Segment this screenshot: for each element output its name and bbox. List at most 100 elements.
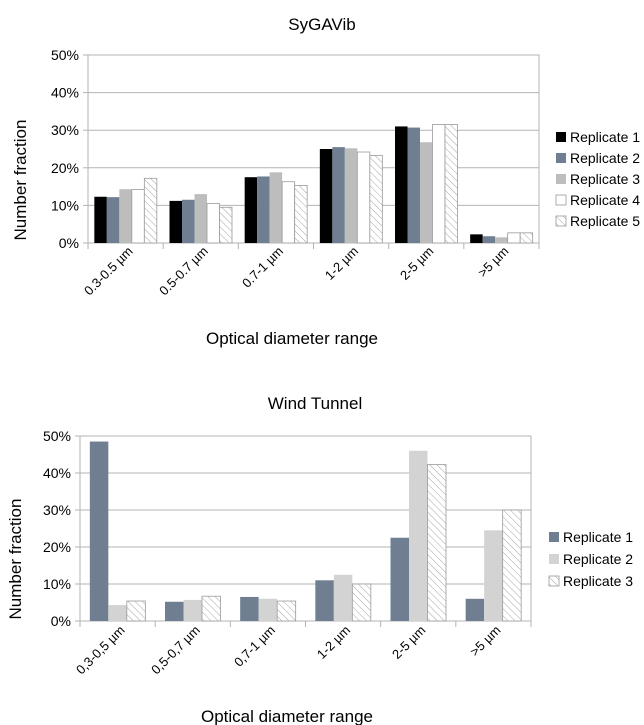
bar bbox=[131, 189, 145, 244]
bar bbox=[281, 181, 296, 244]
y-tick-label: 0% bbox=[59, 235, 79, 251]
legend-label: Replicate 4 bbox=[570, 192, 640, 208]
legend-swatch bbox=[556, 153, 566, 163]
bar bbox=[258, 598, 278, 621]
y-tick-label: 10% bbox=[51, 197, 79, 213]
x-category-label: 0,7-1 µm bbox=[231, 623, 278, 670]
bar bbox=[332, 147, 345, 243]
bar bbox=[319, 149, 333, 243]
x-category-label: 0,5-0,7 µm bbox=[148, 623, 203, 678]
bar bbox=[201, 595, 221, 622]
legend: Replicate 1 Replicate 2 Replicate 3 Replica… bbox=[555, 129, 640, 229]
legend-label: Replicate 3 bbox=[570, 171, 640, 187]
legend-swatch bbox=[548, 575, 560, 587]
bar bbox=[432, 124, 446, 244]
x-category-label: 1-2 µm bbox=[314, 623, 353, 662]
bar bbox=[219, 206, 233, 244]
bar bbox=[119, 189, 132, 243]
legend-label: Replicate 2 bbox=[563, 551, 633, 567]
y-tick-label: 50% bbox=[51, 47, 79, 63]
plot-area bbox=[79, 435, 532, 622]
bar bbox=[519, 232, 534, 244]
sygavib-chart: SyGAVib 0% 10% 20% 30% 40% 50% 0.3-0.5 µm 0.5-0.… bbox=[11, 15, 640, 348]
x-category-label: >5 µm bbox=[475, 244, 512, 281]
bar bbox=[484, 530, 503, 621]
bar bbox=[333, 574, 353, 621]
bar bbox=[257, 176, 270, 243]
legend-swatch bbox=[549, 554, 559, 564]
y-tick-label: 20% bbox=[51, 160, 79, 176]
bar bbox=[108, 605, 127, 621]
bar bbox=[356, 151, 371, 244]
bar bbox=[240, 596, 259, 621]
y-axis-label: Number fraction bbox=[6, 499, 25, 620]
bar bbox=[169, 200, 182, 243]
bar bbox=[143, 177, 158, 244]
y-tick-label: 50% bbox=[43, 428, 71, 444]
x-category-label: 0.3-0.5 µm bbox=[81, 244, 136, 299]
bar bbox=[182, 199, 195, 243]
bar bbox=[507, 232, 521, 244]
y-tick-label: 40% bbox=[51, 85, 79, 101]
bar bbox=[183, 599, 202, 621]
legend-label: Replicate 5 bbox=[570, 213, 640, 229]
bar bbox=[444, 124, 458, 244]
legend-label: Replicate 2 bbox=[570, 150, 640, 166]
bar bbox=[126, 600, 146, 622]
y-axis-label: Number fraction bbox=[11, 120, 30, 241]
bar bbox=[470, 234, 483, 243]
y-tick-label: 30% bbox=[43, 502, 71, 518]
bar bbox=[269, 172, 283, 243]
bar bbox=[165, 601, 184, 621]
bar bbox=[465, 598, 485, 621]
y-tick-label: 30% bbox=[51, 122, 79, 138]
wind-tunnel-chart: Wind Tunnel 0% 10% 20% 30% 40% 50% 0,3-0,5 µm 0,… bbox=[6, 394, 633, 725]
x-category-label: >5 µm bbox=[467, 623, 504, 660]
x-axis-label: Optical diameter range bbox=[201, 707, 373, 725]
legend: Replicate 1 Replicate 2 Replicate 3 bbox=[548, 529, 633, 589]
bar bbox=[315, 580, 334, 621]
bar bbox=[194, 194, 207, 243]
bar bbox=[244, 177, 258, 243]
bar bbox=[94, 196, 107, 243]
bar bbox=[495, 237, 508, 243]
y-tick-label: 40% bbox=[43, 465, 71, 481]
y-tick-label: 10% bbox=[43, 576, 71, 592]
legend-swatch bbox=[556, 174, 566, 184]
legend-swatch bbox=[549, 532, 559, 542]
legend-swatch bbox=[556, 132, 566, 142]
bar bbox=[206, 203, 220, 244]
bar bbox=[482, 236, 496, 243]
bar bbox=[395, 126, 408, 243]
x-category-label: 0,3-0,5 µm bbox=[73, 623, 128, 678]
x-category-label: 1-2 µm bbox=[322, 244, 361, 283]
legend-label: Replicate 1 bbox=[563, 529, 633, 545]
legend-label: Replicate 3 bbox=[563, 573, 633, 589]
chart-title: SyGAVib bbox=[288, 15, 355, 34]
bar bbox=[502, 509, 522, 622]
legend-label: Replicate 1 bbox=[570, 129, 640, 145]
bar bbox=[369, 154, 383, 244]
bar bbox=[409, 450, 428, 621]
bar bbox=[294, 185, 308, 244]
legend-swatch bbox=[555, 215, 567, 227]
x-category-label: 2-5 µm bbox=[397, 244, 436, 283]
bar bbox=[106, 197, 120, 243]
x-category-label: 0.7-1 µm bbox=[239, 244, 286, 291]
x-category-label: 2-5 µm bbox=[389, 623, 428, 662]
x-axis-label: Optical diameter range bbox=[206, 329, 378, 348]
bar bbox=[390, 537, 409, 621]
x-category-label: 0.5-0.7 µm bbox=[156, 244, 211, 299]
bar bbox=[427, 464, 447, 622]
bar bbox=[89, 441, 109, 621]
chart-title: Wind Tunnel bbox=[268, 394, 363, 413]
bar bbox=[276, 600, 297, 622]
legend-swatch bbox=[555, 194, 567, 206]
y-tick-label: 20% bbox=[43, 539, 71, 555]
bar bbox=[351, 583, 372, 622]
bar bbox=[420, 142, 433, 243]
y-tick-label: 0% bbox=[51, 613, 71, 629]
bar bbox=[407, 127, 420, 243]
bar bbox=[344, 148, 358, 243]
